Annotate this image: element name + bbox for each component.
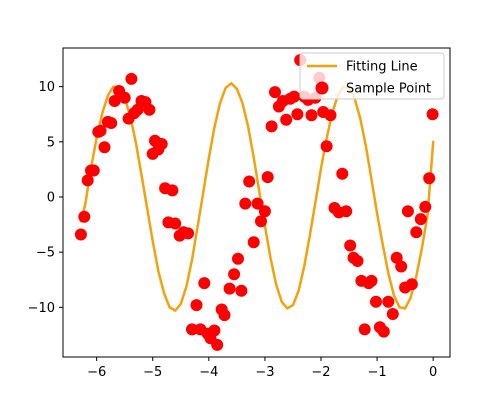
sample-point xyxy=(336,167,349,180)
sample-point xyxy=(74,228,87,241)
sample-point xyxy=(251,197,264,210)
sample-point xyxy=(78,210,91,223)
sample-point xyxy=(169,217,182,230)
sample-point xyxy=(320,140,333,153)
sample-point xyxy=(280,113,293,126)
sample-point xyxy=(218,309,231,322)
sample-point xyxy=(305,109,318,122)
sample-point xyxy=(243,175,256,188)
sample-point xyxy=(223,282,236,295)
sample-point xyxy=(198,277,211,290)
sample-point xyxy=(382,295,395,308)
sample-point xyxy=(118,91,131,104)
x-axis: −6 −5 −4 −3 −2 −1 0 xyxy=(87,357,437,380)
sample-point xyxy=(386,308,399,320)
legend-frame xyxy=(299,52,445,100)
y-axis: −10 −5 0 5 10 xyxy=(28,80,63,316)
y-tick-label: −5 xyxy=(36,246,55,261)
sample-point xyxy=(324,109,337,122)
sample-point xyxy=(190,299,203,312)
sample-point xyxy=(410,226,423,239)
sample-point xyxy=(395,260,408,273)
sample-point xyxy=(401,205,414,218)
sample-point xyxy=(358,323,371,336)
sample-point xyxy=(258,205,271,218)
sample-point xyxy=(105,117,118,129)
sample-point xyxy=(377,325,390,338)
y-tick-label: −10 xyxy=(28,301,55,316)
x-tick-label: −5 xyxy=(143,365,162,380)
x-tick-label: −4 xyxy=(199,365,218,380)
sample-point xyxy=(232,252,244,265)
x-tick-label: 0 xyxy=(429,365,437,380)
sample-point xyxy=(87,164,100,177)
sample-point xyxy=(208,324,221,337)
y-tick-label: 5 xyxy=(47,135,55,150)
sample-point xyxy=(414,213,427,226)
sample-point xyxy=(255,215,267,228)
x-tick-label: −6 xyxy=(87,365,106,380)
sample-point xyxy=(108,95,121,107)
legend-fitting-line-label: Fitting Line xyxy=(346,60,418,75)
legend-sample-point-label: Sample Point xyxy=(346,82,431,97)
sample-point xyxy=(344,239,357,252)
legend-sample-point-swatch xyxy=(315,81,329,95)
sample-point-layer xyxy=(74,54,439,351)
fitting-line-layer xyxy=(79,82,435,312)
sample-point xyxy=(365,274,378,287)
sample-point xyxy=(81,174,94,187)
sample-point xyxy=(125,72,138,85)
sample-point xyxy=(166,184,179,197)
sample-point xyxy=(269,86,281,99)
sample-point xyxy=(426,108,439,121)
y-tick-label: 0 xyxy=(47,190,55,205)
sample-point xyxy=(98,141,111,154)
plot-area-frame xyxy=(62,47,451,358)
sample-point xyxy=(351,255,364,267)
sample-point xyxy=(423,172,436,185)
x-tick-label: −2 xyxy=(311,365,330,380)
sample-point xyxy=(155,138,168,150)
sample-point xyxy=(265,120,278,133)
sample-point xyxy=(291,108,304,121)
sample-point xyxy=(419,200,432,213)
x-tick-label: −3 xyxy=(255,365,274,380)
sample-point xyxy=(405,278,418,291)
x-tick-label: −1 xyxy=(368,365,387,380)
sample-point xyxy=(94,124,107,137)
sample-point xyxy=(239,197,252,210)
sample-point xyxy=(370,295,382,308)
sample-point xyxy=(143,103,156,116)
sample-point xyxy=(235,284,248,297)
sample-point xyxy=(211,338,224,351)
sample-point xyxy=(182,227,195,240)
sample-point xyxy=(261,171,274,184)
fitting-line xyxy=(79,82,435,312)
sample-point xyxy=(288,90,301,103)
sample-point xyxy=(186,323,198,336)
sample-point xyxy=(247,236,260,249)
sample-point xyxy=(340,205,353,218)
legend: Fitting Line Sample Point xyxy=(299,52,445,100)
y-tick-label: 10 xyxy=(38,80,55,95)
sample-point xyxy=(228,268,241,281)
